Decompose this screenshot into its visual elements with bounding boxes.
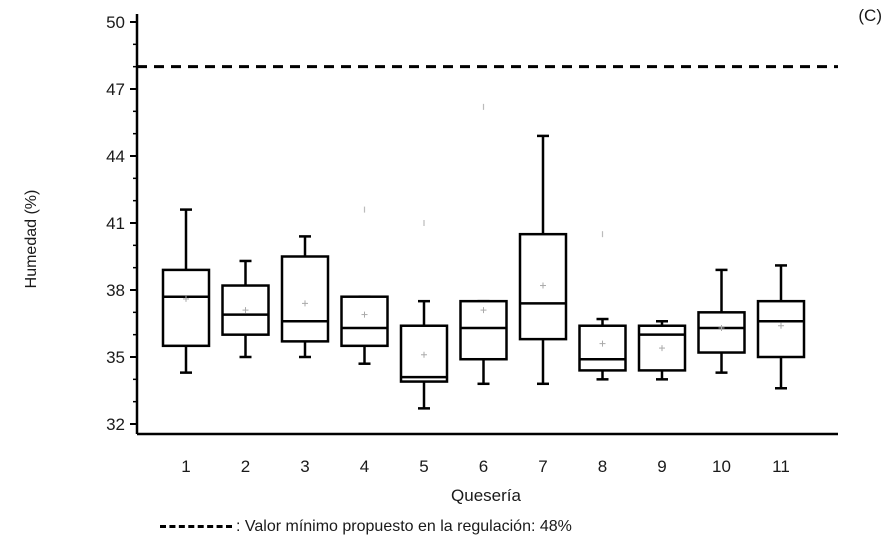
y-tick-label: 32 <box>106 415 125 434</box>
x-tick-label: 9 <box>657 457 666 476</box>
iqr-box <box>340 295 389 348</box>
y-tick-label: 44 <box>106 147 125 166</box>
legend-text: : Valor mínimo propuesto en la regulació… <box>236 518 572 535</box>
x-tick-label: 3 <box>300 457 309 476</box>
box-2 <box>221 259 270 359</box>
x-tick-label: 5 <box>419 457 428 476</box>
box-7 <box>518 134 568 386</box>
y-tick-label: 38 <box>106 281 125 300</box>
iqr-box <box>756 299 806 359</box>
box-1 <box>161 208 211 374</box>
box-9 <box>637 320 687 381</box>
iqr-box <box>637 324 687 372</box>
legend-dash-swatch <box>160 525 232 529</box>
box-5 <box>399 299 449 410</box>
x-tick-label: 1 <box>181 457 190 476</box>
x-tick-label: 6 <box>479 457 488 476</box>
x-tick-label: 7 <box>538 457 547 476</box>
outliers-group <box>363 103 604 238</box>
box-6 <box>459 299 508 386</box>
iqr-box <box>578 324 627 372</box>
x-axis-label: Quesería <box>451 486 521 505</box>
box-8 <box>578 317 627 381</box>
x-tick-label: 4 <box>360 457 369 476</box>
legend: : Valor mínimo propuesto en la regulació… <box>160 518 572 536</box>
y-tick-label: 41 <box>106 214 125 233</box>
y-tick-label: 50 <box>106 13 125 32</box>
x-tick-label: 2 <box>241 457 250 476</box>
iqr-box <box>280 255 330 343</box>
box-4 <box>340 295 389 365</box>
x-tick-label: 11 <box>772 457 790 476</box>
iqr-box <box>161 268 211 348</box>
box-11 <box>756 264 806 390</box>
axes: 32 35 38 41 44 47 50 1 2 3 4 5 6 7 8 9 10 11 <box>106 13 838 476</box>
box-10 <box>697 268 746 374</box>
box-3 <box>280 235 330 359</box>
boxes-group <box>161 134 806 410</box>
x-tick-label: 10 <box>712 457 731 476</box>
x-tick-label: 8 <box>598 457 607 476</box>
panel-label: (C) <box>858 6 882 25</box>
y-axis-label: Humedad (%) <box>23 189 40 289</box>
iqr-box <box>697 311 746 354</box>
y-tick-label: 35 <box>106 348 125 367</box>
y-tick-label: 47 <box>106 80 125 99</box>
